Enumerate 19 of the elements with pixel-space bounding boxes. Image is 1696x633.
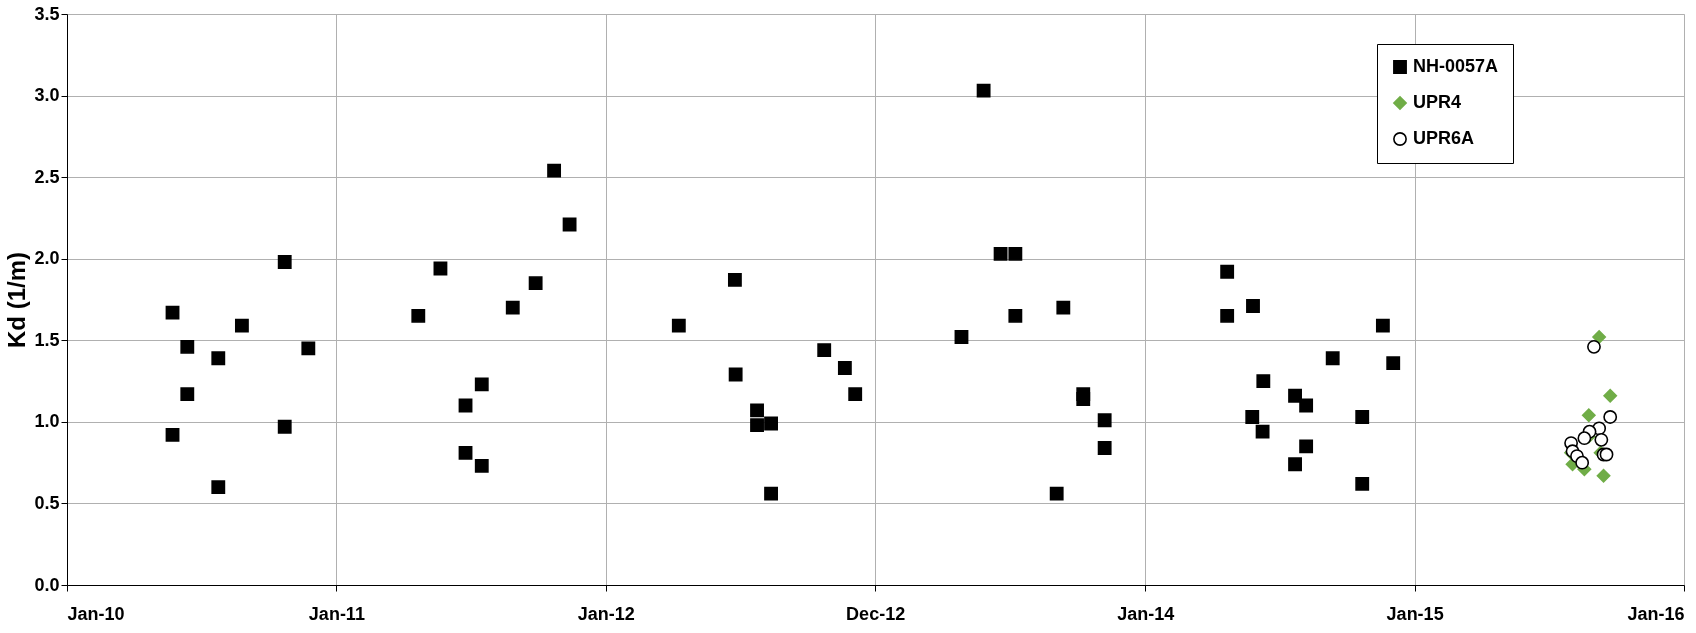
legend-label: UPR4 bbox=[1413, 92, 1462, 112]
x-tick-label: Dec-12 bbox=[846, 603, 906, 624]
y-tick-label: 3.0 bbox=[34, 85, 60, 106]
y-tick-label: 0.5 bbox=[34, 492, 60, 513]
x-tick-label: Jan-15 bbox=[1386, 603, 1444, 624]
y-tick-label: 1.5 bbox=[34, 329, 60, 350]
y-tick-label: 0.0 bbox=[34, 574, 60, 595]
x-tick-label: Jan-12 bbox=[577, 603, 635, 624]
x-tick-label: Jan-10 bbox=[67, 603, 125, 624]
y-tick-label: 2.0 bbox=[34, 248, 60, 269]
x-tick-label: Jan-11 bbox=[308, 603, 365, 624]
y-axis-title: Kd (1/m) bbox=[3, 252, 31, 348]
x-tick-label: Jan-14 bbox=[1117, 603, 1175, 624]
y-tick-label: 3.5 bbox=[34, 3, 60, 24]
y-tick-label: 2.5 bbox=[34, 166, 60, 187]
x-tick-label: Jan-16 bbox=[1627, 603, 1685, 624]
legend-label: UPR6A bbox=[1413, 128, 1475, 148]
legend-label: NH-0057A bbox=[1413, 56, 1499, 76]
y-tick-label: 1.0 bbox=[34, 411, 60, 432]
